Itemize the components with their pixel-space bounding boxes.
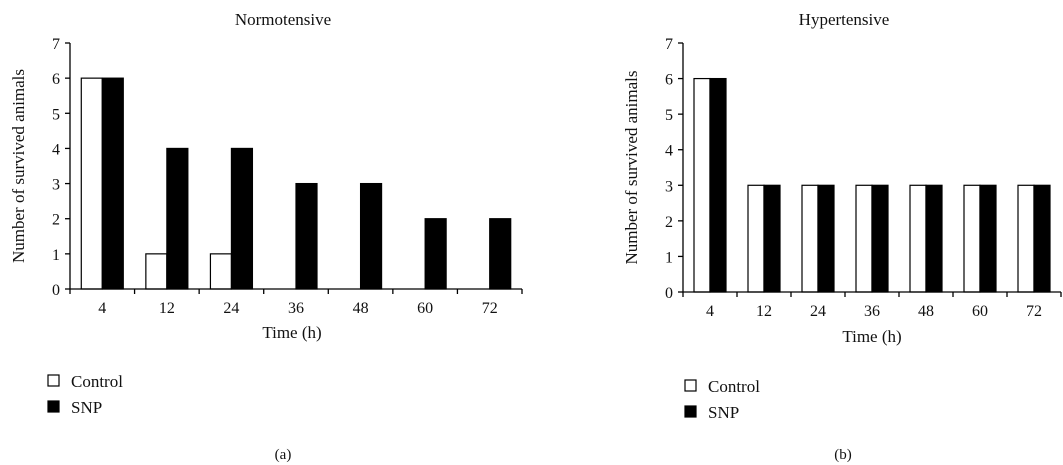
chart-title: Normotensive xyxy=(235,10,331,29)
y-tick-label: 4 xyxy=(52,141,60,158)
control-bar xyxy=(909,184,927,293)
snp-bar xyxy=(763,184,781,293)
x-tick-label: 36 xyxy=(864,303,880,320)
snp-bar xyxy=(101,77,124,290)
snp-bar xyxy=(979,184,997,293)
legend-label-control: Control xyxy=(708,377,760,396)
control-bar xyxy=(855,184,873,293)
control-bar xyxy=(693,77,711,293)
x-tick-label: 72 xyxy=(482,300,498,317)
x-tick-label: 4 xyxy=(706,303,714,320)
x-tick-label: 60 xyxy=(972,303,988,320)
x-tick-label: 24 xyxy=(223,300,239,317)
x-axis-label: Time (h) xyxy=(262,323,321,342)
legend-swatch-control xyxy=(684,379,697,392)
y-tick-label: 3 xyxy=(665,178,673,195)
legend-label-snp: SNP xyxy=(71,398,102,417)
y-axis-label: Number of survived animals xyxy=(622,70,641,264)
snp-bar xyxy=(295,182,318,290)
y-tick-label: 2 xyxy=(665,214,673,231)
snp-bar xyxy=(424,218,447,290)
y-tick-label: 3 xyxy=(52,177,60,194)
x-tick-label: 12 xyxy=(159,300,175,317)
control-bar xyxy=(801,184,819,293)
x-tick-label: 4 xyxy=(98,300,106,317)
y-tick-label: 7 xyxy=(52,36,60,53)
y-tick-label: 0 xyxy=(52,282,60,299)
snp-bar xyxy=(925,184,943,293)
legend-swatch-snp xyxy=(684,405,697,418)
y-tick-label: 1 xyxy=(665,249,673,266)
control-bar xyxy=(209,253,233,290)
x-tick-label: 60 xyxy=(417,300,433,317)
snp-bar xyxy=(817,184,835,293)
panel-label: (b) xyxy=(834,447,852,463)
snp-bar xyxy=(166,147,189,290)
y-tick-label: 5 xyxy=(52,106,60,123)
control-bar xyxy=(145,253,168,290)
control-bar xyxy=(1017,184,1035,293)
y-tick-label: 0 xyxy=(665,285,673,302)
y-tick-label: 5 xyxy=(665,107,673,124)
y-tick-label: 4 xyxy=(665,143,673,160)
legend-swatch-snp xyxy=(47,400,60,413)
x-tick-label: 36 xyxy=(288,300,304,317)
control-bar xyxy=(747,184,765,293)
y-tick-label: 7 xyxy=(665,36,673,53)
x-tick-label: 72 xyxy=(1026,303,1042,320)
snp-bar xyxy=(1033,184,1051,293)
y-tick-label: 2 xyxy=(52,212,60,229)
snp-bar xyxy=(871,184,889,293)
x-tick-label: 48 xyxy=(918,303,934,320)
y-tick-label: 6 xyxy=(665,72,673,89)
y-tick-label: 6 xyxy=(52,71,60,88)
control-bar xyxy=(963,184,981,293)
x-axis-label: Time (h) xyxy=(842,327,901,346)
snp-bar xyxy=(230,147,254,290)
control-bar xyxy=(80,77,103,290)
legend-label-snp: SNP xyxy=(708,403,739,422)
x-tick-label: 48 xyxy=(353,300,369,317)
x-tick-label: 24 xyxy=(810,303,826,320)
chart-title: Hypertensive xyxy=(799,10,890,29)
snp-bar xyxy=(489,218,512,290)
y-tick-label: 1 xyxy=(52,247,60,264)
y-axis-label: Number of survived animals xyxy=(9,69,28,263)
panel-label: (a) xyxy=(275,447,292,463)
x-tick-label: 12 xyxy=(756,303,772,320)
legend-label-control: Control xyxy=(71,372,123,391)
snp-bar xyxy=(709,77,727,293)
snp-bar xyxy=(359,182,383,290)
legend-swatch-control xyxy=(47,374,60,387)
